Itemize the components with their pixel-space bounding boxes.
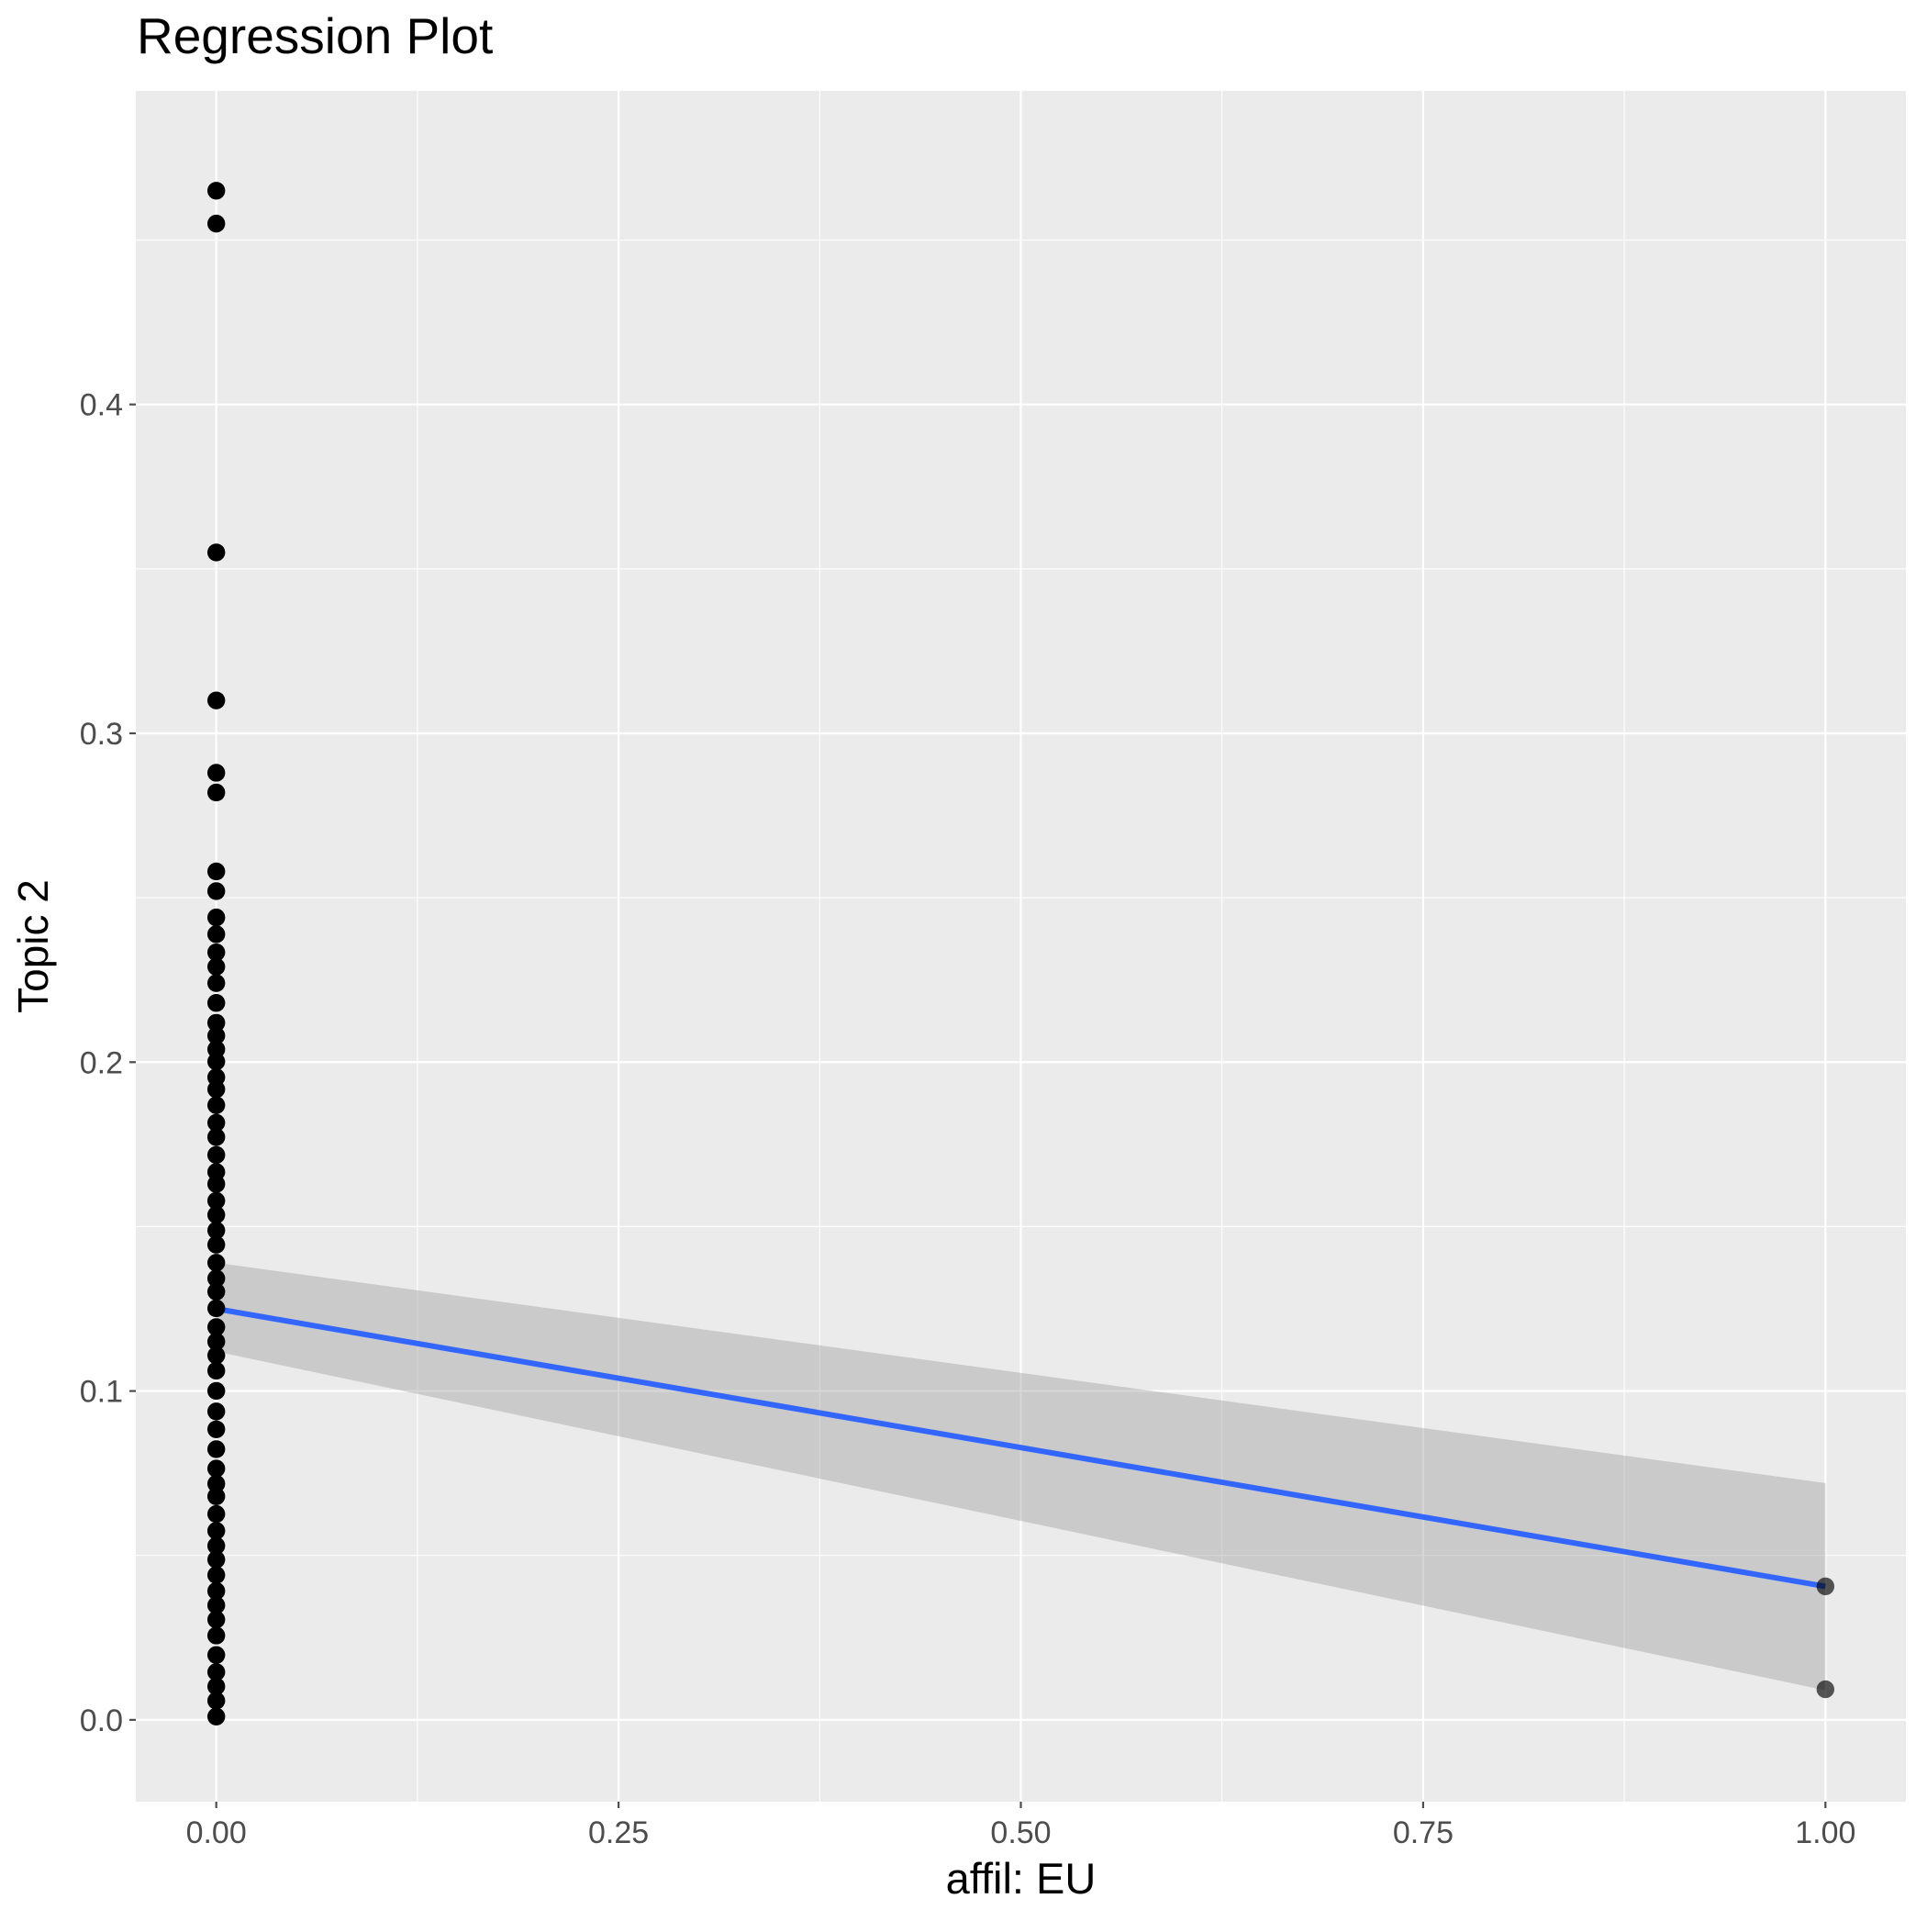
svg-text:0.00: 0.00 bbox=[186, 1815, 247, 1850]
svg-text:Topic 2: Topic 2 bbox=[9, 879, 57, 1013]
svg-text:affil: EU: affil: EU bbox=[946, 1854, 1097, 1903]
svg-text:0.3: 0.3 bbox=[80, 717, 123, 752]
svg-text:1.00: 1.00 bbox=[1795, 1815, 1855, 1850]
svg-text:0.50: 0.50 bbox=[990, 1815, 1051, 1850]
svg-text:0.1: 0.1 bbox=[80, 1375, 123, 1410]
svg-text:0.0: 0.0 bbox=[80, 1703, 123, 1738]
svg-text:0.25: 0.25 bbox=[588, 1815, 649, 1850]
svg-text:0.4: 0.4 bbox=[80, 388, 123, 423]
svg-text:0.75: 0.75 bbox=[1393, 1815, 1454, 1850]
svg-text:Regression Plot: Regression Plot bbox=[137, 7, 493, 64]
svg-text:0.2: 0.2 bbox=[80, 1045, 123, 1080]
